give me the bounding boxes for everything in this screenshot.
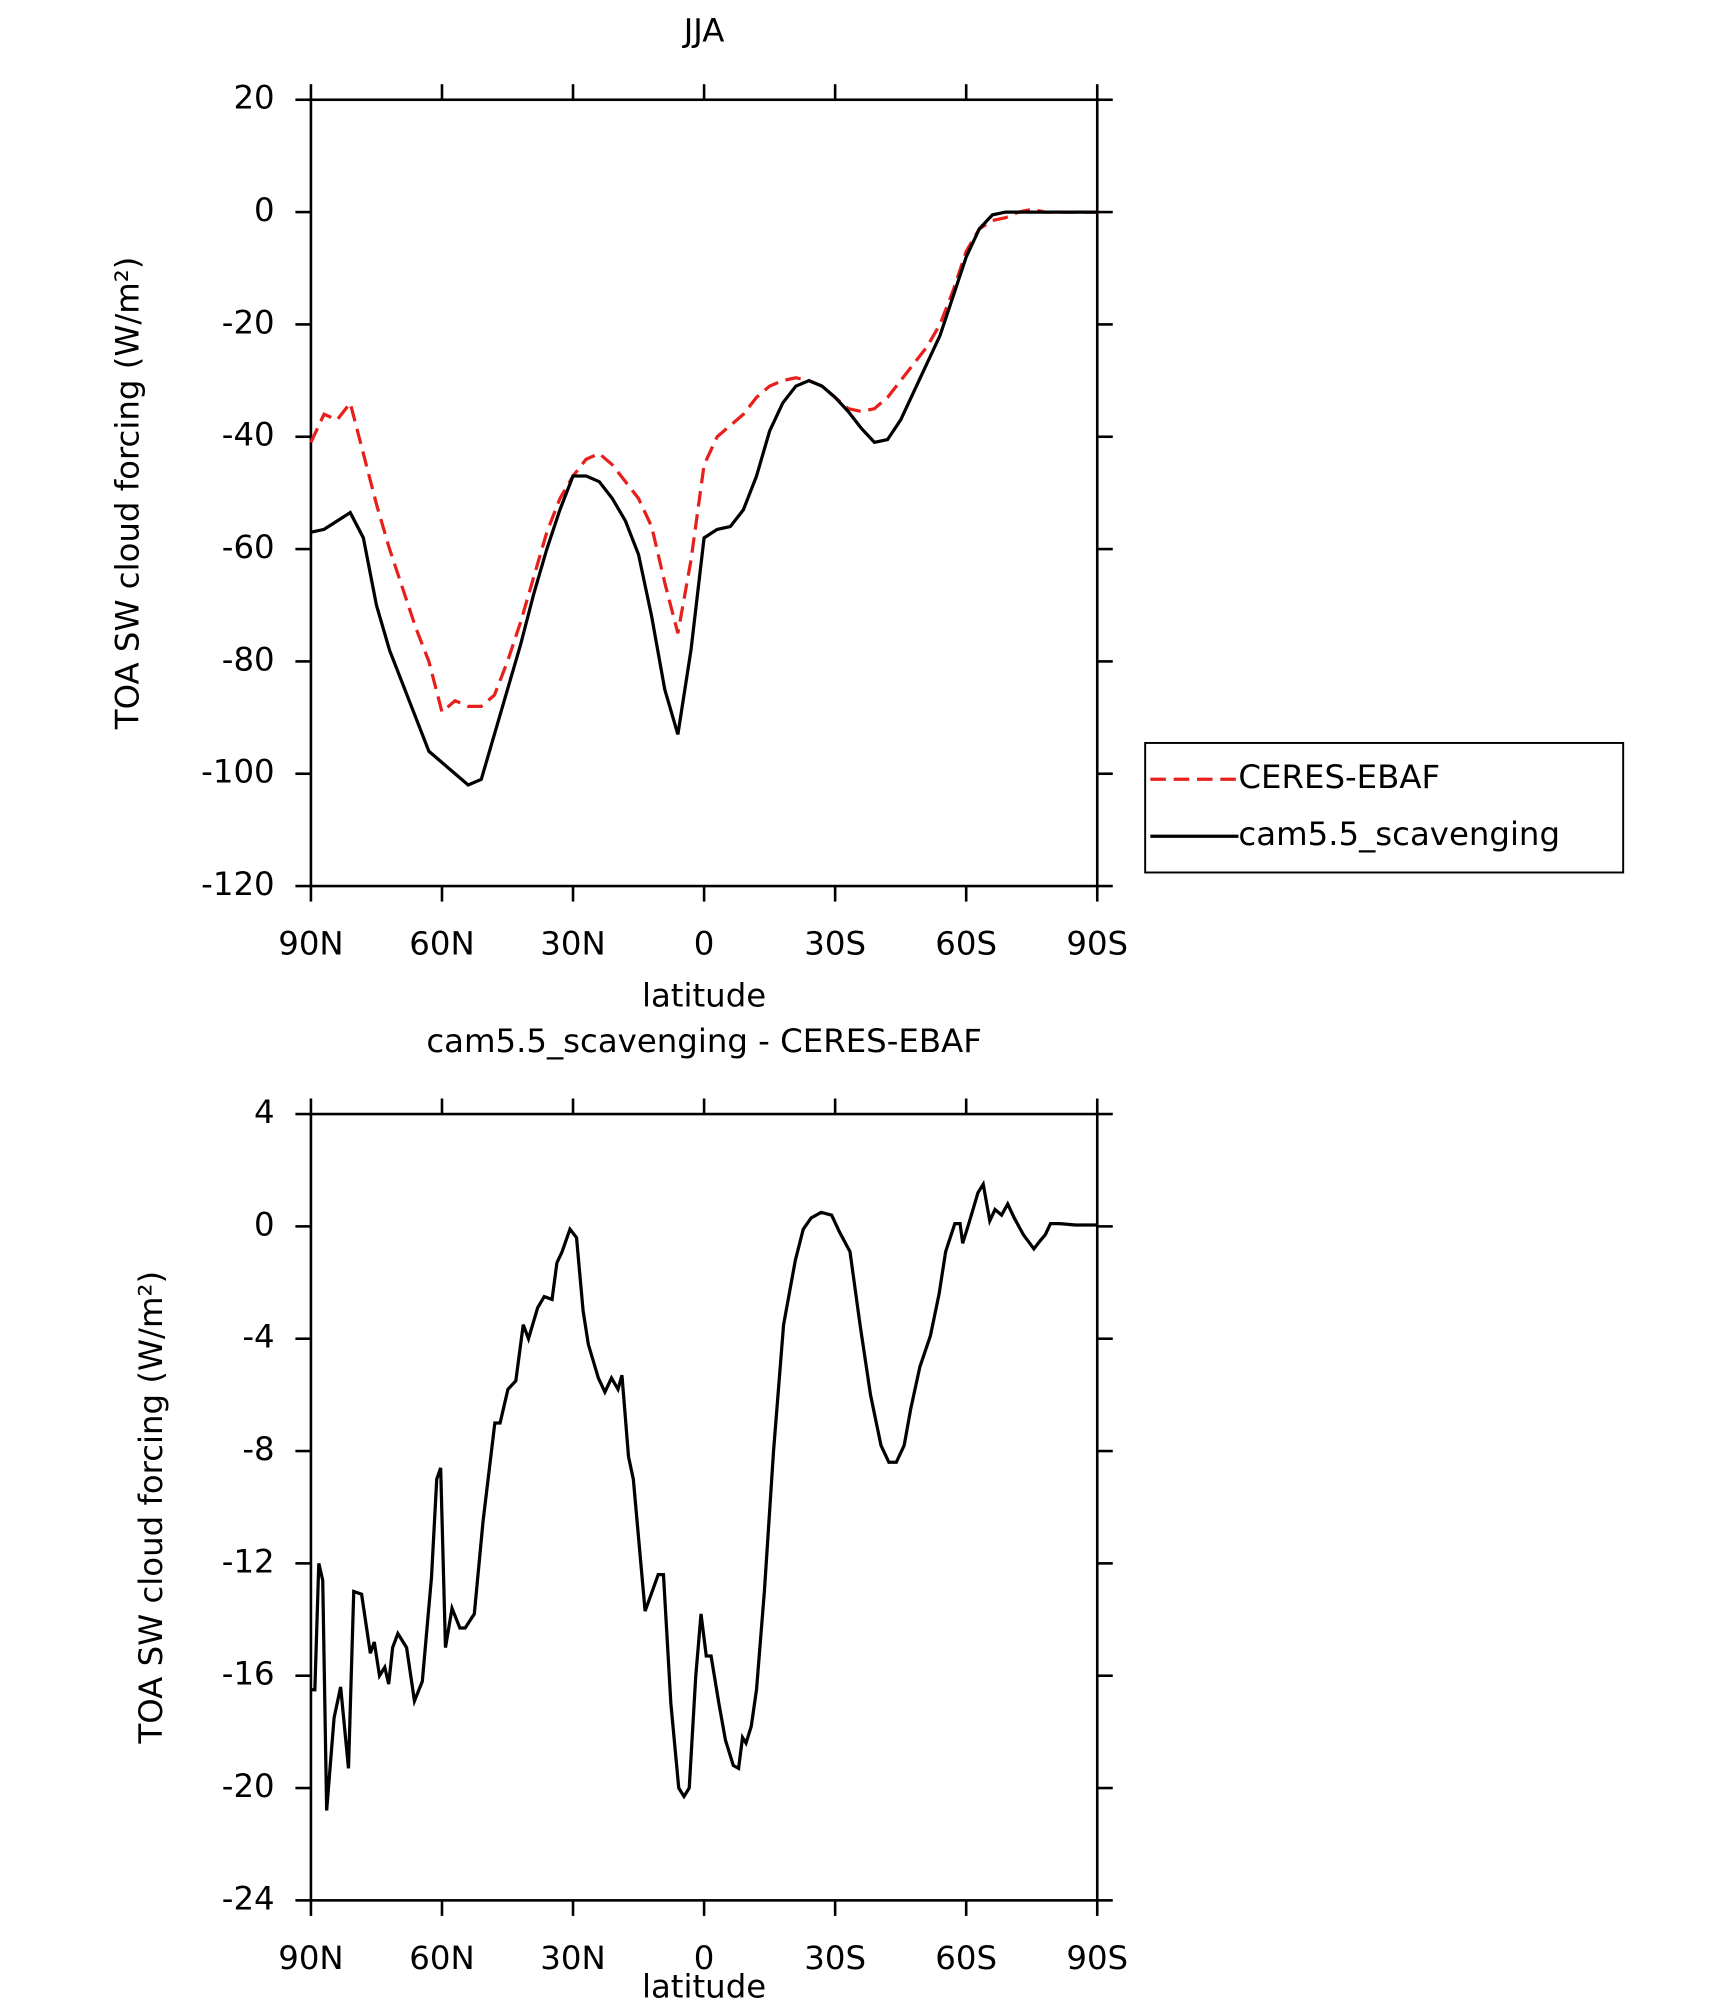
x-tick-label: 30N [540, 1939, 605, 1977]
data-line [310, 210, 1098, 787]
x-axis-label: latitude [642, 1967, 766, 2004]
y-tick-label: -16 [222, 1655, 275, 1693]
x-tick-label: 90N [278, 925, 343, 963]
x-axis-label: latitude [642, 976, 766, 1014]
y-tick-label: 20 [233, 79, 274, 117]
y-tick-label: -20 [222, 1767, 275, 1805]
y-axis-label: TOA SW cloud forcing (W/m²) [132, 1271, 170, 1745]
chart-title: cam5.5_scavenging - CERES-EBAF [426, 1022, 982, 1060]
legend-box [1144, 741, 1625, 874]
y-tick-label: 0 [254, 191, 275, 229]
x-tick-label: 60N [409, 1939, 474, 1977]
x-tick-label: 90S [1066, 1939, 1128, 1977]
x-tick-label: 30N [540, 925, 605, 963]
chart-title: JJA [682, 11, 725, 49]
y-tick-label: -4 [242, 1318, 274, 1356]
y-axis-label: TOA SW cloud forcing (W/m²) [109, 257, 147, 731]
plot-frame [309, 98, 1099, 888]
x-tick-label: 30S [804, 1939, 866, 1977]
y-tick-label: -60 [222, 528, 275, 566]
x-tick-label: 60N [409, 925, 474, 963]
y-tick-label: -40 [222, 416, 275, 454]
y-tick-label: -8 [242, 1430, 274, 1468]
x-tick-label: 30S [804, 925, 866, 963]
legend-label: cam5.5_scavenging [1238, 815, 1560, 853]
x-tick-label: 60S [935, 925, 997, 963]
plot-frame [309, 1112, 1099, 1902]
x-tick-label: 0 [694, 1939, 715, 1977]
y-tick-label: 4 [254, 1093, 275, 1131]
y-tick-label: -12 [222, 1542, 275, 1580]
legend-label: CERES-EBAF [1238, 758, 1440, 796]
y-tick-label: -20 [222, 303, 275, 341]
y-tick-label: -120 [201, 865, 274, 903]
x-tick-label: 60S [935, 1939, 997, 1977]
x-tick-label: 90N [278, 1939, 343, 1977]
y-tick-label: -100 [201, 753, 274, 791]
data-line [310, 1179, 1098, 1811]
y-tick-label: -80 [222, 640, 275, 678]
data-line [309, 207, 1098, 715]
x-tick-label: 0 [694, 925, 715, 963]
y-tick-label: 0 [254, 1205, 275, 1243]
y-tick-label: -24 [222, 1879, 275, 1917]
x-tick-label: 90S [1066, 925, 1128, 963]
